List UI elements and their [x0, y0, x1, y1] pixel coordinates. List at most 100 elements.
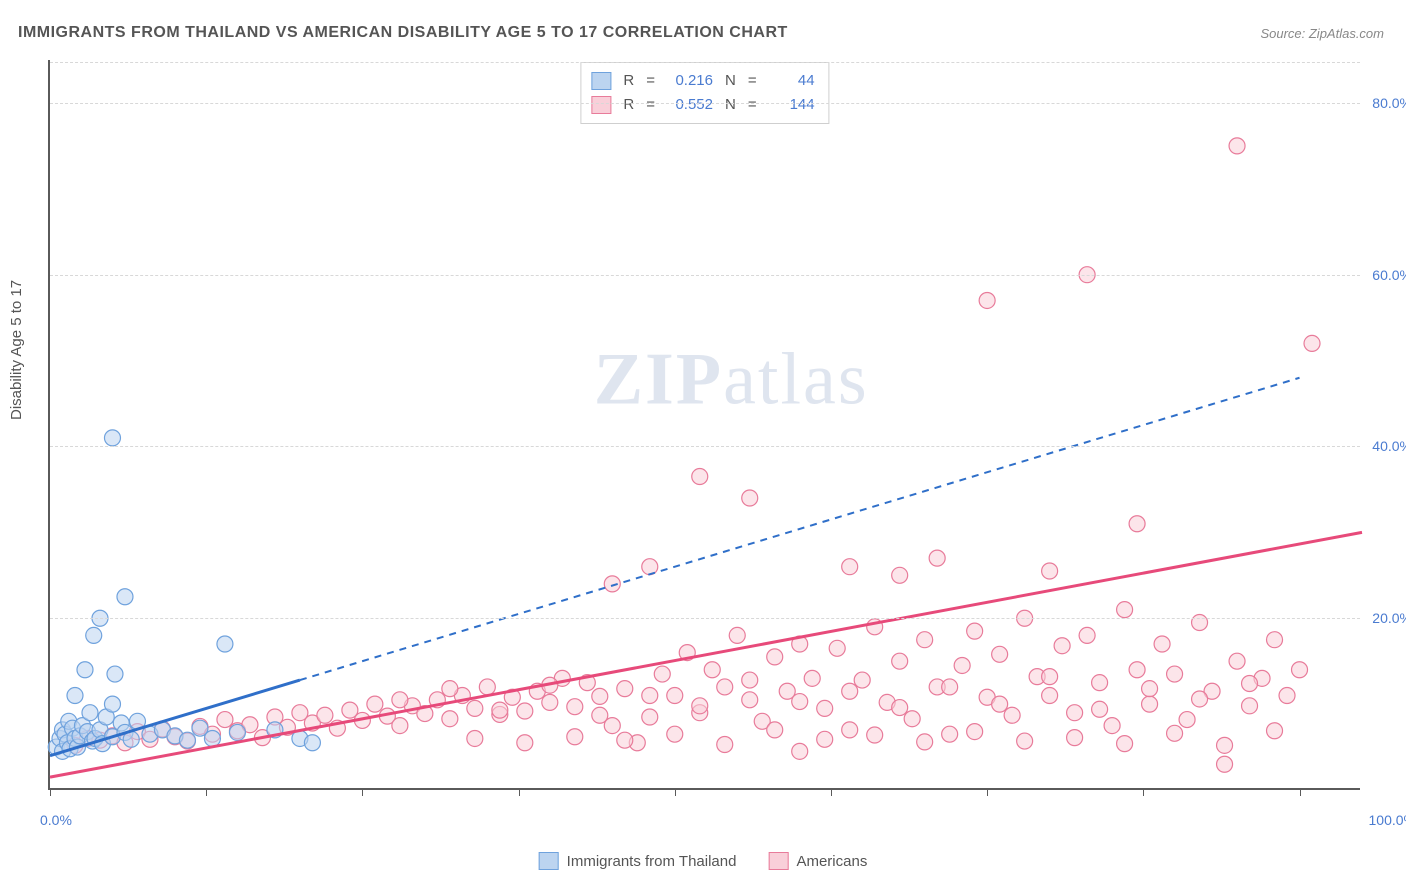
data-point [717, 679, 733, 695]
data-point [1117, 736, 1133, 752]
data-point [1242, 698, 1258, 714]
y-axis-label: Disability Age 5 to 17 [8, 280, 25, 420]
legend-item-2: Americans [768, 852, 867, 870]
data-point [767, 722, 783, 738]
data-point [1017, 733, 1033, 749]
data-point [617, 681, 633, 697]
data-point [1042, 688, 1058, 704]
data-point [317, 707, 333, 723]
data-point [867, 727, 883, 743]
data-point [442, 681, 458, 697]
data-point [642, 688, 658, 704]
data-point [1042, 669, 1058, 685]
n-val-1: 44 [765, 69, 815, 93]
n-val-2: 144 [765, 93, 815, 117]
data-point [942, 726, 958, 742]
data-point [642, 559, 658, 575]
trend-line [300, 378, 1300, 680]
r-label-2: R [623, 93, 634, 117]
data-point [854, 672, 870, 688]
x-min-label: 0.0% [40, 812, 72, 828]
data-point [107, 666, 123, 682]
data-point [992, 696, 1008, 712]
data-point [917, 632, 933, 648]
source-prefix: Source: [1260, 26, 1308, 41]
gridline [50, 446, 1360, 447]
data-point [954, 657, 970, 673]
eq-2a: = [646, 93, 655, 117]
data-point [654, 666, 670, 682]
r-label-1: R [623, 69, 634, 93]
data-point [1004, 707, 1020, 723]
data-point [1079, 627, 1095, 643]
data-point [1067, 705, 1083, 721]
data-point [667, 726, 683, 742]
data-point [117, 589, 133, 605]
source-name: ZipAtlas.com [1309, 26, 1384, 41]
data-point [804, 670, 820, 686]
data-point [817, 731, 833, 747]
data-point [992, 646, 1008, 662]
data-point [717, 736, 733, 752]
data-point [1279, 688, 1295, 704]
data-point [742, 692, 758, 708]
plot-svg [50, 60, 1360, 788]
data-point [917, 734, 933, 750]
data-point [729, 627, 745, 643]
data-point [467, 730, 483, 746]
stats-row-1: R = 0.216 N = 44 [591, 69, 814, 93]
swatch-series1 [591, 72, 611, 90]
data-point [1229, 138, 1245, 154]
data-point [517, 703, 533, 719]
data-point [892, 700, 908, 716]
x-tick [362, 788, 363, 796]
data-point [592, 707, 608, 723]
r-val-2: 0.552 [663, 93, 713, 117]
stats-row-2: R = 0.552 N = 144 [591, 93, 814, 117]
data-point [1167, 666, 1183, 682]
data-point [217, 636, 233, 652]
data-point [842, 683, 858, 699]
data-point [704, 662, 720, 678]
data-point [842, 722, 858, 738]
x-tick [50, 788, 51, 796]
stats-legend: R = 0.216 N = 44 R = 0.552 N = 144 [580, 62, 829, 124]
data-point [217, 712, 233, 728]
data-point [104, 696, 120, 712]
data-point [767, 649, 783, 665]
r-val-1: 0.216 [663, 69, 713, 93]
x-tick [519, 788, 520, 796]
data-point [1092, 675, 1108, 691]
data-point [1192, 615, 1208, 631]
swatch-bottom-2 [768, 852, 788, 870]
data-point [567, 699, 583, 715]
chart-title: IMMIGRANTS FROM THAILAND VS AMERICAN DIS… [18, 24, 788, 42]
data-point [692, 469, 708, 485]
gridline [50, 275, 1360, 276]
x-tick [1300, 788, 1301, 796]
data-point [617, 732, 633, 748]
data-point [1242, 676, 1258, 692]
data-point [1117, 602, 1133, 618]
eq-1b: = [748, 69, 757, 93]
y-tick-label: 20.0% [1372, 610, 1406, 626]
data-point [467, 700, 483, 716]
n-label-1: N [725, 69, 736, 93]
data-point [1267, 723, 1283, 739]
data-point [967, 724, 983, 740]
data-point [642, 709, 658, 725]
data-point [1179, 712, 1195, 728]
gridline [50, 618, 1360, 619]
data-point [1217, 756, 1233, 772]
eq-2b: = [748, 93, 757, 117]
swatch-series2 [591, 96, 611, 114]
data-point [1104, 718, 1120, 734]
swatch-bottom-1 [539, 852, 559, 870]
data-point [442, 711, 458, 727]
legend-item-1: Immigrants from Thailand [539, 852, 737, 870]
data-point [792, 743, 808, 759]
eq-1a: = [646, 69, 655, 93]
data-point [82, 705, 98, 721]
n-label-2: N [725, 93, 736, 117]
data-point [1192, 691, 1208, 707]
